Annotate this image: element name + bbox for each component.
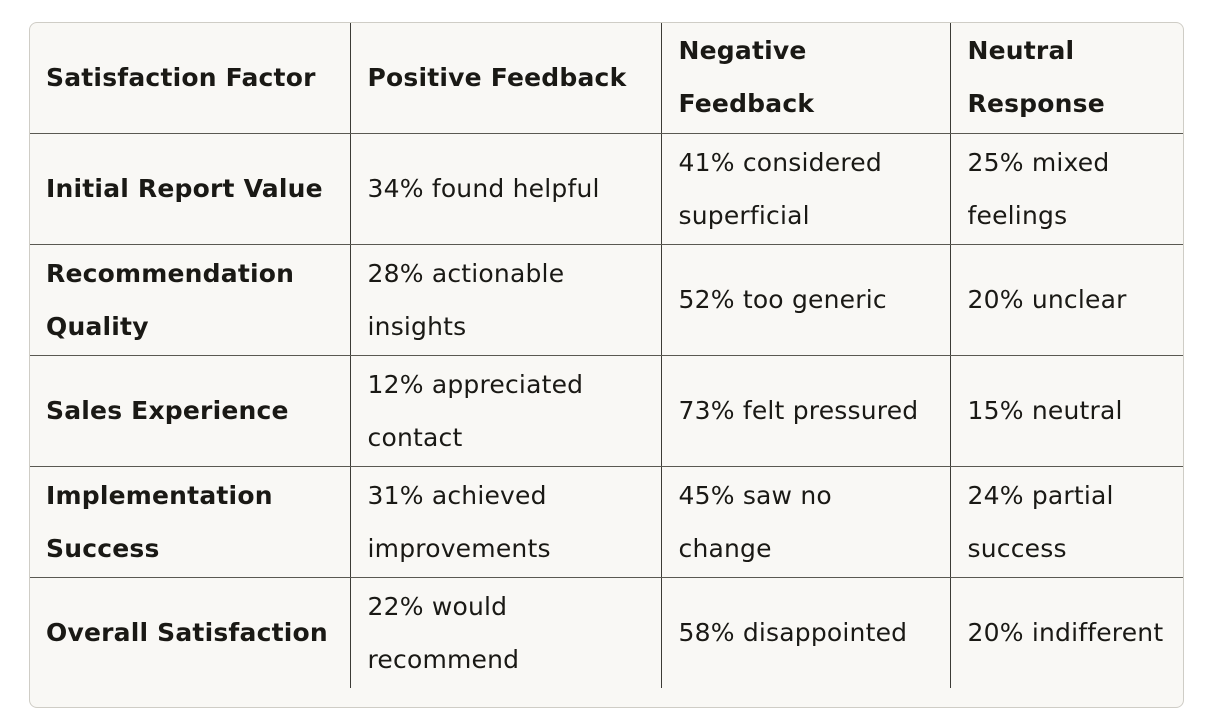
- header-negative-feedback: Negative Feedback: [660, 23, 951, 134]
- neutral-cell: 24% partial success: [949, 465, 1183, 578]
- table-row: Implementation Success 31% achieved impr…: [30, 465, 1183, 578]
- positive-cell: 31% achieved improvements: [349, 465, 662, 578]
- header-neutral-response: Neutral Response: [949, 23, 1183, 134]
- negative-cell: 41% considered superficial: [660, 133, 951, 245]
- table-row: Sales Experience 12% appreciated contact…: [30, 354, 1183, 467]
- factor-cell: Implementation Success: [30, 465, 351, 578]
- negative-cell: 52% too generic: [660, 243, 951, 356]
- negative-cell: 45% saw no change: [660, 465, 951, 578]
- positive-cell: 12% appreciated contact: [349, 354, 662, 467]
- table-body: Initial Report Value 34% found helpful 4…: [30, 133, 1183, 688]
- negative-cell: 73% felt pressured: [660, 354, 951, 467]
- table-row: Overall Satisfaction 22% would recommend…: [30, 576, 1183, 688]
- neutral-cell: 25% mixed feelings: [949, 133, 1183, 245]
- header-satisfaction-factor: Satisfaction Factor: [30, 23, 351, 134]
- factor-cell: Overall Satisfaction: [30, 576, 351, 688]
- factor-cell: Sales Experience: [30, 354, 351, 467]
- factor-cell: Initial Report Value: [30, 133, 351, 245]
- positive-cell: 34% found helpful: [349, 133, 662, 245]
- neutral-cell: 20% indifferent: [949, 576, 1183, 688]
- neutral-cell: 15% neutral: [949, 354, 1183, 467]
- positive-cell: 28% actionable insights: [349, 243, 662, 356]
- table-row: Initial Report Value 34% found helpful 4…: [30, 133, 1183, 245]
- satisfaction-table: Satisfaction Factor Positive Feedback Ne…: [30, 23, 1183, 688]
- positive-cell: 22% would recommend: [349, 576, 662, 688]
- factor-cell: Recommendation Quality: [30, 243, 351, 356]
- header-positive-feedback: Positive Feedback: [349, 23, 662, 134]
- table-row: Recommendation Quality 28% actionable in…: [30, 243, 1183, 356]
- neutral-cell: 20% unclear: [949, 243, 1183, 356]
- negative-cell: 58% disappointed: [660, 576, 951, 688]
- table-card: Satisfaction Factor Positive Feedback Ne…: [29, 22, 1184, 708]
- header-row: Satisfaction Factor Positive Feedback Ne…: [30, 23, 1183, 134]
- table-header: Satisfaction Factor Positive Feedback Ne…: [30, 23, 1183, 134]
